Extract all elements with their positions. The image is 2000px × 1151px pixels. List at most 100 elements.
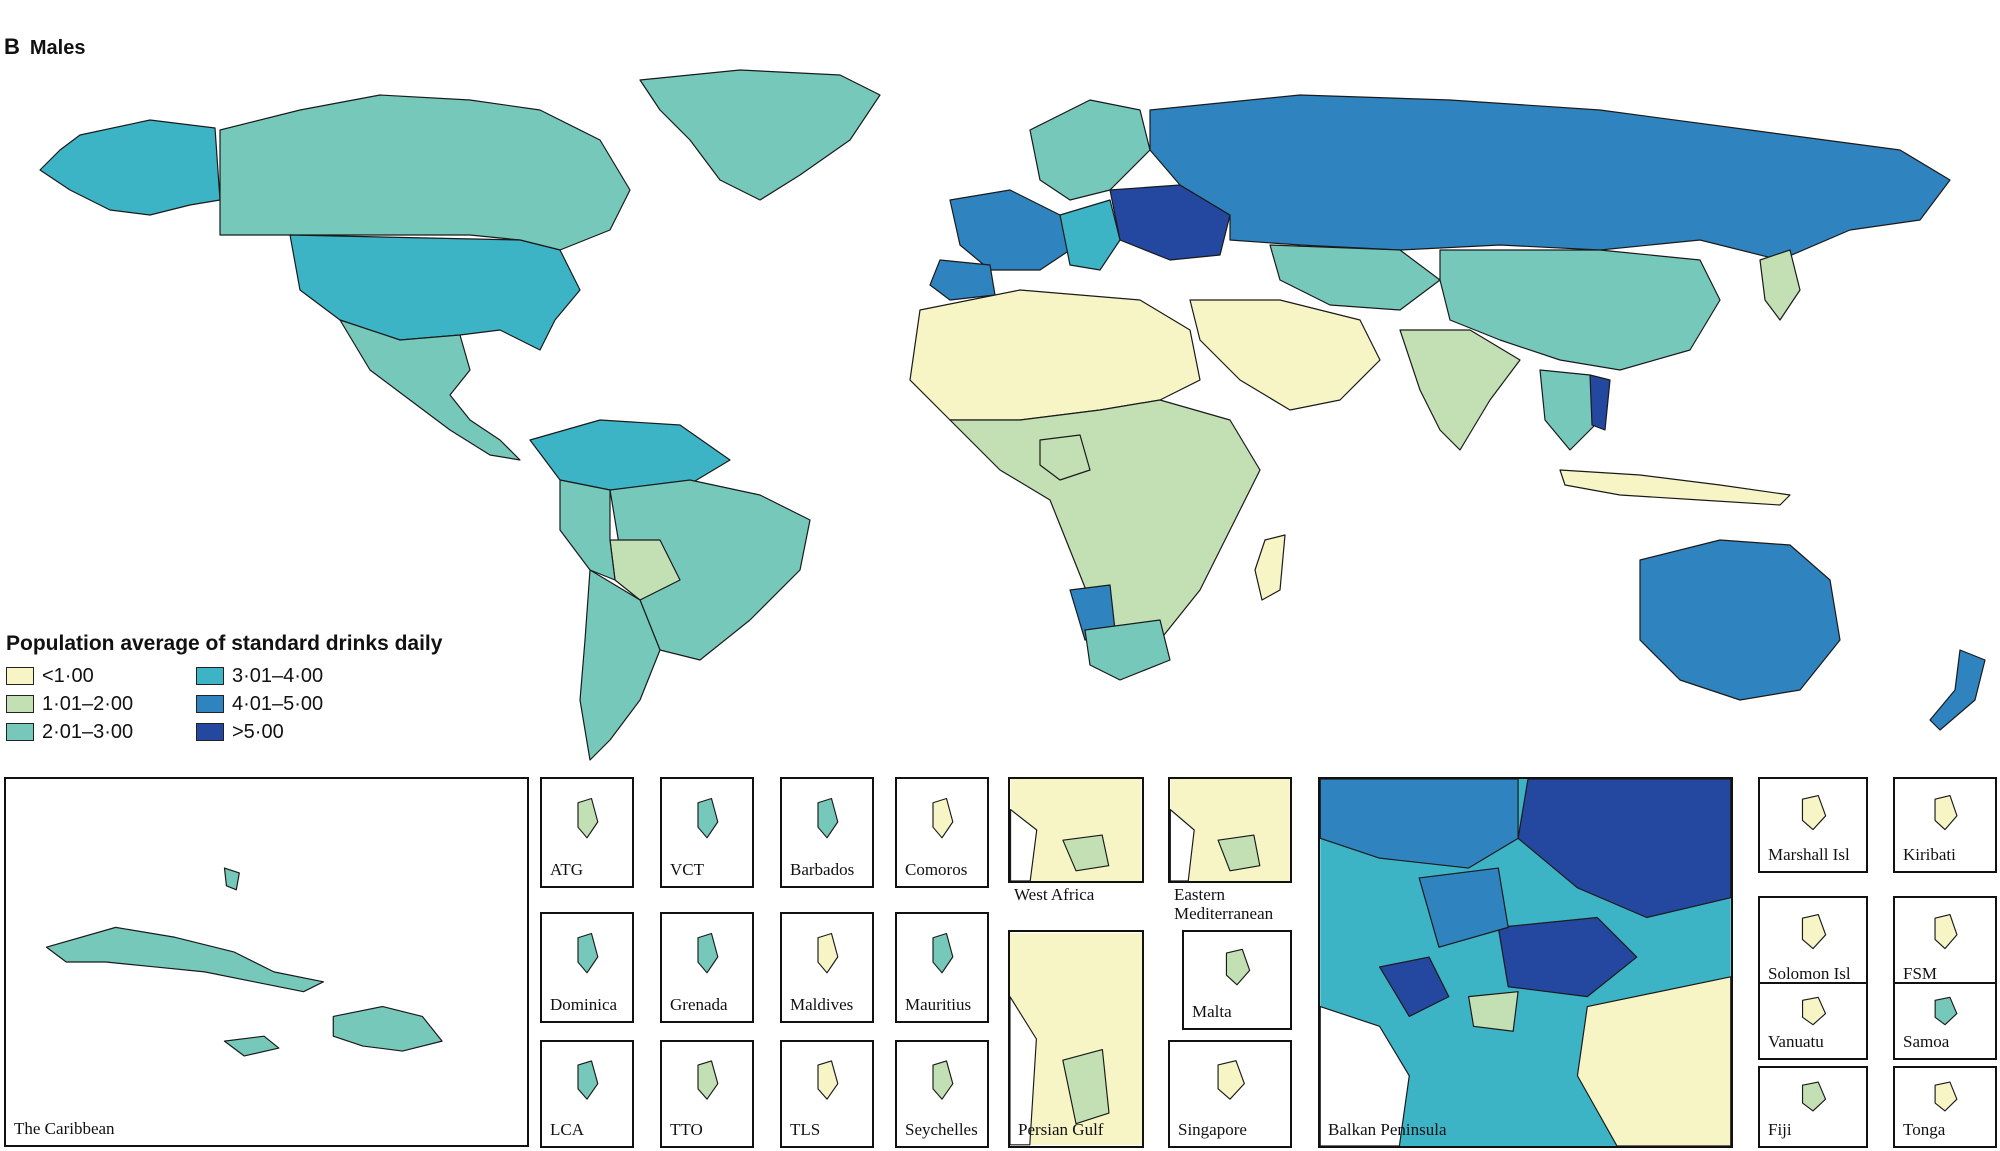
inset-label: TLS <box>790 1120 821 1139</box>
inset-label: Seychelles <box>905 1120 978 1139</box>
panel-subtitle: Males <box>29 37 86 59</box>
inset-shape <box>1934 1081 1958 1112</box>
inset-label: Samoa <box>1903 1032 1950 1051</box>
inset-shape <box>1801 1081 1827 1112</box>
legend-label: 2·01–3·00 <box>42 720 134 743</box>
inset-shape <box>1170 779 1290 881</box>
inset-solomon-isl: Solomon Isl <box>1758 896 1868 992</box>
legend-label: 3·01–4·00 <box>232 664 324 687</box>
legend-item-4: 4·01–5·00 <box>196 690 386 718</box>
legend-item-3: 3·01–4·00 <box>196 662 386 690</box>
inset-shape <box>697 932 719 974</box>
inset-malta: Malta <box>1182 930 1292 1030</box>
region-madagascar <box>1254 534 1286 601</box>
inset-shape <box>1801 794 1827 831</box>
region-southeast-asia <box>1539 369 1601 451</box>
legend-swatch <box>196 695 224 713</box>
inset-fsm: FSM <box>1893 896 1997 992</box>
inset-shape <box>1225 948 1251 986</box>
inset-kiribati: Kiribati <box>1893 777 1997 873</box>
region-nigeria <box>1039 434 1091 481</box>
inset-label: LCA <box>550 1120 584 1139</box>
inset-lca: LCA <box>540 1040 634 1148</box>
inset-label: Fiji <box>1768 1120 1792 1139</box>
region-canada <box>219 94 631 251</box>
inset-shape <box>1801 996 1827 1026</box>
region-iberia <box>929 259 996 301</box>
inset-shape <box>932 1060 954 1100</box>
region-vietnam <box>1589 374 1611 431</box>
region-china <box>1439 249 1721 371</box>
inset-shape <box>1934 913 1958 950</box>
region-usa <box>289 234 581 351</box>
legend-swatch <box>6 723 34 741</box>
inset-label: Balkan Peninsula <box>1328 1120 1447 1139</box>
inset-shape <box>697 1060 719 1100</box>
inset-maldives: Maldives <box>780 912 874 1023</box>
legend: Population average of standard drinks da… <box>6 632 442 746</box>
region-sub-saharan-africa <box>949 399 1261 651</box>
inset-label: VCT <box>670 860 704 879</box>
inset-dominica: Dominica <box>540 912 634 1023</box>
region-central-asia <box>1269 244 1441 311</box>
inset-shape <box>1010 933 1142 1146</box>
inset-fiji: Fiji <box>1758 1066 1868 1148</box>
legend-swatch <box>196 667 224 685</box>
inset-shape <box>932 932 954 974</box>
region-middle-east <box>1189 299 1381 411</box>
region-mexico <box>339 319 521 461</box>
inset-shape <box>697 797 719 839</box>
inset-the-caribbean: The Caribbean <box>4 777 529 1147</box>
inset-persian-gulf: Persian Gulf <box>1008 930 1144 1148</box>
panel-title: B Males <box>4 34 85 60</box>
region-scandinavia <box>1029 99 1151 201</box>
legend-label: >5·00 <box>232 720 284 743</box>
inset-label: Barbados <box>790 860 855 879</box>
region-argentina-chile <box>579 569 661 761</box>
inset-comoros: Comoros <box>895 777 989 888</box>
legend-item-5: >5·00 <box>196 718 386 746</box>
inset-eastern-mediterranean <box>1168 777 1292 883</box>
legend-item-2: 2·01–3·00 <box>6 718 196 746</box>
inset-label: Persian Gulf <box>1018 1120 1104 1139</box>
inset-tls: TLS <box>780 1040 874 1148</box>
inset-shape <box>577 797 599 839</box>
inset-label: Kiribati <box>1903 845 1956 864</box>
inset-barbados: Barbados <box>780 777 874 888</box>
legend-title: Population average of standard drinks da… <box>6 632 443 655</box>
inset-balkan-peninsula: Balkan Peninsula <box>1318 777 1733 1148</box>
inset-label: Solomon Isl <box>1768 964 1851 983</box>
inset-shape <box>577 1060 599 1100</box>
region-alaska <box>39 119 221 216</box>
inset-label: TTO <box>670 1120 703 1139</box>
inset-tonga: Tonga <box>1893 1066 1997 1148</box>
inset-shape <box>45 867 443 1057</box>
region-central-europe <box>1059 199 1121 271</box>
inset-mauritius: Mauritius <box>895 912 989 1023</box>
inset-shape <box>932 797 954 839</box>
inset-label: Dominica <box>550 995 618 1014</box>
inset-atg: ATG <box>540 777 634 888</box>
region-western-europe <box>949 189 1071 271</box>
inset-label: Vanuatu <box>1768 1032 1824 1051</box>
inset-vct: VCT <box>660 777 754 888</box>
inset-shape <box>577 932 599 974</box>
legend-label: 4·01–5·00 <box>232 692 324 715</box>
inset-label: Singapore <box>1178 1120 1247 1139</box>
inset-label: The Caribbean <box>14 1119 115 1138</box>
inset-shape <box>817 1060 839 1100</box>
region-india <box>1399 329 1521 451</box>
inset-label: Mauritius <box>905 995 972 1014</box>
region-greenland <box>639 69 881 201</box>
region-indonesia <box>1559 469 1791 506</box>
inset-shape <box>1801 913 1827 950</box>
inset-shape <box>1217 1060 1245 1100</box>
region-australia <box>1639 539 1841 701</box>
inset-shape <box>1934 794 1958 831</box>
inset-label: Comoros <box>905 860 968 879</box>
region-peru <box>559 479 616 581</box>
legend-item-1: 1·01–2·00 <box>6 690 196 718</box>
inset-shape <box>817 932 839 974</box>
inset-samoa: Samoa <box>1893 982 1997 1060</box>
world-map <box>39 69 1986 761</box>
